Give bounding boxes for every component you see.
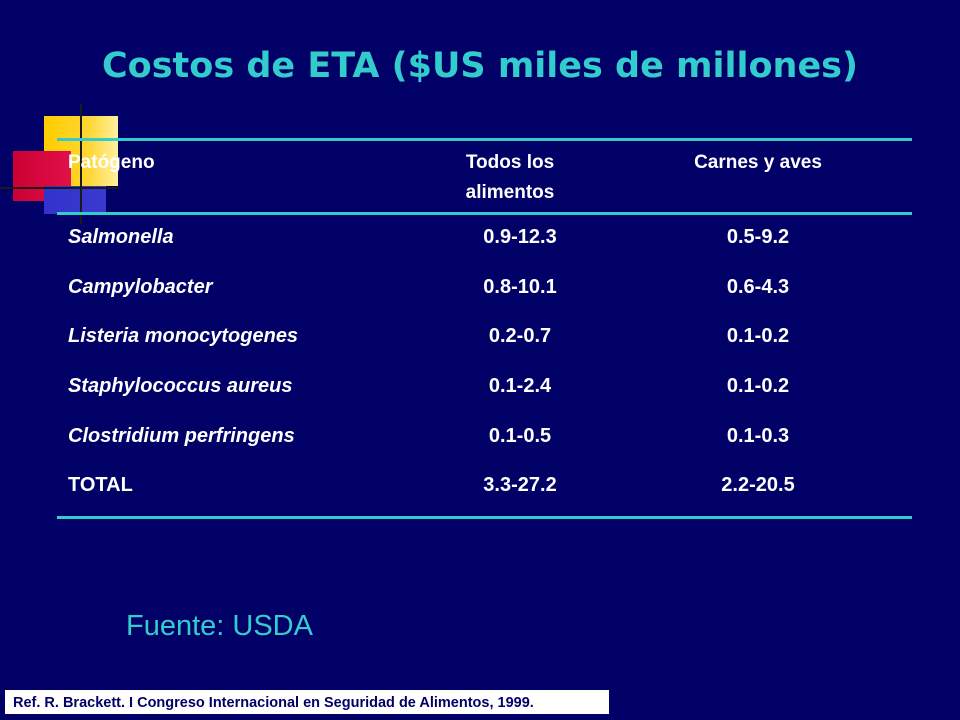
- table-top-rule: [57, 138, 912, 141]
- slide-title: Costos de ETA ($US miles de millones): [101, 46, 859, 86]
- all-foods-value: 0.1-0.5: [488, 425, 552, 447]
- pathogen-name: Staphylococcus aureus: [68, 375, 293, 397]
- header-meat-poultry: Carnes y aves: [694, 152, 822, 173]
- decorative-blue-square: [44, 186, 106, 214]
- header-all-foods-line1: Todos los: [465, 152, 555, 173]
- all-foods-value: 0.9-12.3: [483, 226, 557, 248]
- all-foods-value: 3.3-27.2: [483, 474, 557, 496]
- all-foods-value: 0.8-10.1: [483, 276, 557, 298]
- meat-poultry-value: 0.1-0.2: [726, 325, 790, 347]
- table-row-total: TOTAL 3.3-27.2 2.2-20.5: [0, 470, 960, 500]
- meat-poultry-value: 2.2-20.5: [721, 474, 795, 496]
- reference-text: Ref. R. Brackett. I Congreso Internacion…: [13, 695, 534, 711]
- decorative-vertical-line: [80, 104, 82, 224]
- source-note: Fuente: USDA: [126, 610, 313, 642]
- header-all-foods-line2: alimentos: [465, 182, 555, 203]
- reference-box: Ref. R. Brackett. I Congreso Internacion…: [2, 687, 612, 717]
- total-label: TOTAL: [68, 474, 133, 496]
- table-row: Campylobacter 0.8-10.1 0.6-4.3: [0, 272, 960, 302]
- table-row: Listeria monocytogenes 0.2-0.7 0.1-0.2: [0, 321, 960, 351]
- table-row: Clostridium perfringens 0.1-0.5 0.1-0.3: [0, 421, 960, 451]
- meat-poultry-value: 0.6-4.3: [726, 276, 790, 298]
- pathogen-name: Campylobacter: [68, 276, 213, 298]
- pathogen-name: Clostridium perfringens: [68, 425, 295, 447]
- header-all-foods: Todos los alimentos: [420, 148, 600, 208]
- meat-poultry-value: 0.1-0.2: [726, 375, 790, 397]
- all-foods-value: 0.1-2.4: [488, 375, 552, 397]
- table-row: Staphylococcus aureus 0.1-2.4 0.1-0.2: [0, 371, 960, 401]
- meat-poultry-value: 0.5-9.2: [726, 226, 790, 248]
- meat-poultry-value: 0.1-0.3: [726, 425, 790, 447]
- pathogen-name: Listeria monocytogenes: [68, 325, 299, 347]
- table-row: Salmonella 0.9-12.3 0.5-9.2: [0, 222, 960, 252]
- decorative-horizontal-line: [0, 187, 118, 189]
- pathogen-name: Salmonella: [68, 226, 174, 248]
- table-header-rule: [57, 212, 912, 215]
- header-pathogen: Patógeno: [68, 152, 155, 173]
- table-bottom-rule: [57, 516, 912, 519]
- all-foods-value: 0.2-0.7: [488, 325, 552, 347]
